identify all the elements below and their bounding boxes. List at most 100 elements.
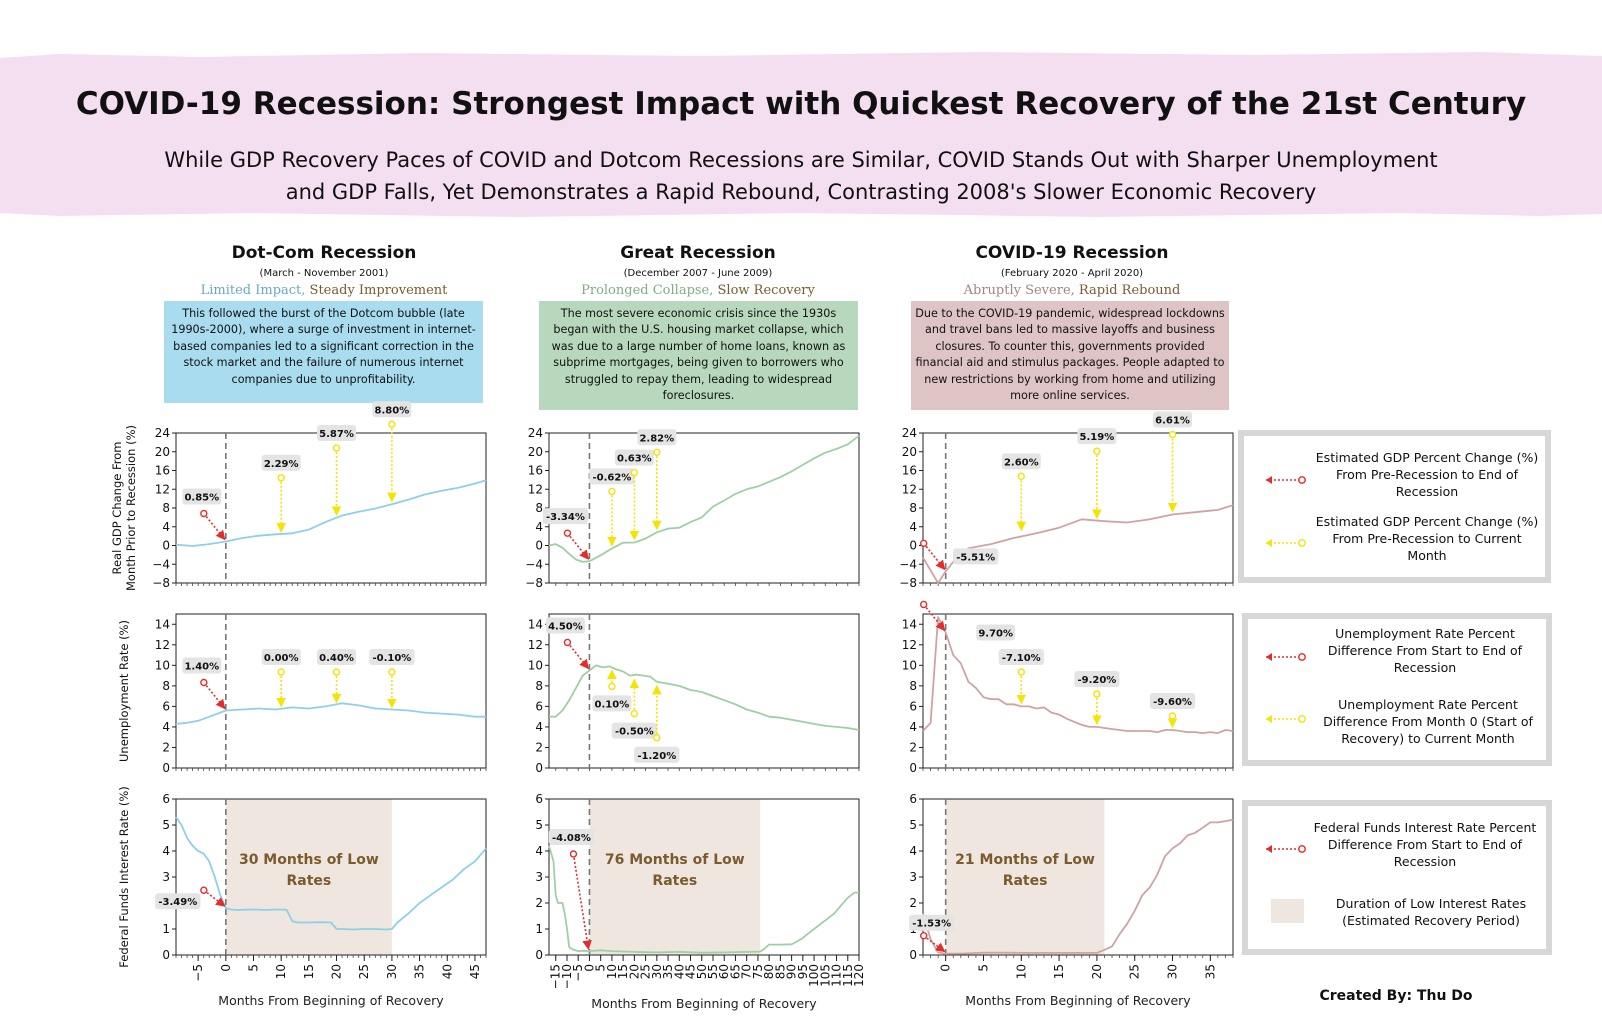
covid-tag-a: Abruptly Severe, — [963, 283, 1075, 298]
y-tick-label: 0 — [535, 948, 543, 962]
label-text: 0.00% — [264, 653, 299, 664]
covid-gdp-chart: −8 −4 0 4 8 12 16 20 24 -5.51% 2.60% 5.19% 6.61% — [899, 411, 1234, 590]
great-title: Great Recession — [620, 243, 776, 263]
covid-rates-chart: 21 Months of LowRates0123456051015202530… — [909, 792, 1234, 1008]
x-axis-label: Months From Beginning of Recovery — [218, 993, 444, 1008]
y-tick-label: 12 — [155, 482, 170, 496]
covid-title: COVID-19 Recession — [975, 243, 1169, 263]
dotcom-gdp-chart: −8 −4 0 4 8 12 16 20 24 0.85% 2.29% 5.87% 8.80% Real … — [110, 401, 487, 591]
legend-unemp-markers — [1266, 653, 1306, 723]
x-tick-label: 0 — [939, 964, 953, 972]
label-bg — [369, 649, 415, 665]
y-tick-label: 4 — [909, 844, 917, 858]
y-tick-label: 6 — [909, 699, 917, 713]
label-bg — [1149, 693, 1196, 709]
label-bg — [317, 424, 357, 441]
current-change-origin — [1168, 712, 1177, 720]
legend-rates: Federal Funds Interest Rate Percent Diff… — [1242, 800, 1552, 955]
low-rates-label: 76 Months of Low — [605, 852, 745, 868]
low-rates-label: Rates — [652, 873, 697, 889]
x-tick-label: 15 — [616, 964, 630, 979]
x-tick-label: 35 — [1203, 964, 1217, 979]
y-tick-label: 3 — [909, 870, 917, 884]
label-text: -9.20% — [1077, 675, 1116, 686]
great-tagline: Prolonged Collapse, Slow Recovery — [538, 283, 858, 298]
y-tick-label: 3 — [162, 870, 170, 884]
y-tick-label: 14 — [155, 617, 170, 631]
current-change-origin — [630, 709, 639, 718]
label-text: 0.63% — [617, 454, 652, 465]
y-tick-label: 12 — [902, 482, 917, 496]
y-tick-label: 2 — [909, 740, 917, 754]
legend-unemp-current: Unemployment Rate Percent Difference Fro… — [1323, 697, 1533, 746]
y-tick-label: 1 — [535, 922, 543, 936]
legend-low-rates-swatch — [1271, 899, 1304, 923]
y-tick-label: −4 — [152, 557, 170, 571]
end-change-arrow — [566, 532, 590, 560]
label-bg — [545, 617, 585, 634]
label-text: -0.10% — [372, 653, 411, 664]
current-change-origin — [653, 734, 661, 742]
x-axis-label: Months From Beginning of Recovery — [965, 993, 1191, 1008]
label-text: -5.51% — [956, 552, 995, 563]
great-unemp-chart: 0 2 4 6 8 10 12 14 4.50% 0.10% -0.50% -1.20% — [528, 613, 860, 775]
label-bg — [548, 829, 595, 845]
x-tick-label: 35 — [661, 964, 675, 979]
y-tick-label: 12 — [155, 638, 170, 652]
x-tick-label: −5 — [571, 964, 585, 982]
y-tick-label: 5 — [909, 818, 917, 832]
label-bg — [182, 488, 222, 505]
label-bg — [1001, 453, 1041, 470]
y-tick-label: 8 — [162, 501, 170, 515]
label-text: 5.87% — [319, 429, 354, 440]
legend-gdp: Estimated GDP Percent Change (%) From Pr… — [1238, 430, 1551, 583]
end-change-label: -3.34% — [542, 508, 589, 525]
current-change-label: 0.00% — [261, 649, 301, 665]
y-tick-label: 2 — [162, 740, 170, 754]
label-bg — [317, 649, 357, 665]
y-tick-label: 20 — [902, 445, 917, 459]
label-text: 0.10% — [595, 699, 630, 710]
covid-tagline: Abruptly Severe, Rapid Rebound — [912, 283, 1232, 298]
y-tick-label: 0 — [535, 761, 543, 775]
end-change-label: 0.85% — [182, 488, 222, 505]
y-tick-label: 10 — [155, 658, 170, 672]
end-change-label: 1.40% — [182, 657, 222, 674]
x-tick-label: 25 — [357, 964, 371, 979]
label-bg — [261, 454, 301, 471]
x-tick-label: −10 — [560, 964, 574, 989]
end-change-label: -3.49% — [155, 893, 201, 910]
current-change-label: -7.10% — [998, 649, 1044, 665]
x-tick-label: 25 — [1128, 964, 1142, 979]
label-text: 2.60% — [1004, 457, 1039, 468]
end-change-origin — [563, 638, 572, 647]
x-tick-label: 10 — [1014, 964, 1028, 979]
dotcom-tag-a: Limited Impact, — [200, 283, 306, 298]
x-tick-label: 10 — [605, 964, 619, 979]
great-tag-a: Prolonged Collapse, — [581, 283, 714, 298]
x-tick-label: 55 — [706, 964, 720, 979]
y-axis-label: Federal Funds Interest Rate (%) — [117, 786, 131, 967]
x-tick-label: 5 — [976, 964, 990, 972]
x-tick-label: 40 — [440, 964, 454, 979]
y-tick-label: 8 — [535, 501, 543, 515]
current-change-origin — [1168, 430, 1177, 439]
end-change-label: -5.51% — [953, 548, 999, 565]
end-change-arrow — [566, 641, 590, 670]
x-tick-label: 30 — [385, 964, 399, 979]
low-rates-label: Rates — [286, 873, 331, 889]
current-change-origin — [277, 474, 285, 482]
end-change-arrow — [572, 853, 592, 951]
page-title: COVID-19 Recession: Strongest Impact wit… — [75, 86, 1527, 122]
x-tick-label: 70 — [740, 964, 754, 979]
current-change-origin — [388, 668, 396, 676]
y-tick-label: 8 — [162, 679, 170, 693]
label-bg — [589, 468, 635, 485]
current-change-label: 2.60% — [1001, 453, 1041, 470]
legend-gdp-end: Estimated GDP Percent Change (%) From Pr… — [1315, 450, 1539, 499]
end-change-arrow — [923, 542, 946, 571]
y-tick-label: 6 — [535, 699, 543, 713]
x-tick-label: 80 — [762, 964, 776, 979]
end-change-arrow — [203, 682, 226, 710]
y-tick-label: 6 — [162, 792, 170, 806]
